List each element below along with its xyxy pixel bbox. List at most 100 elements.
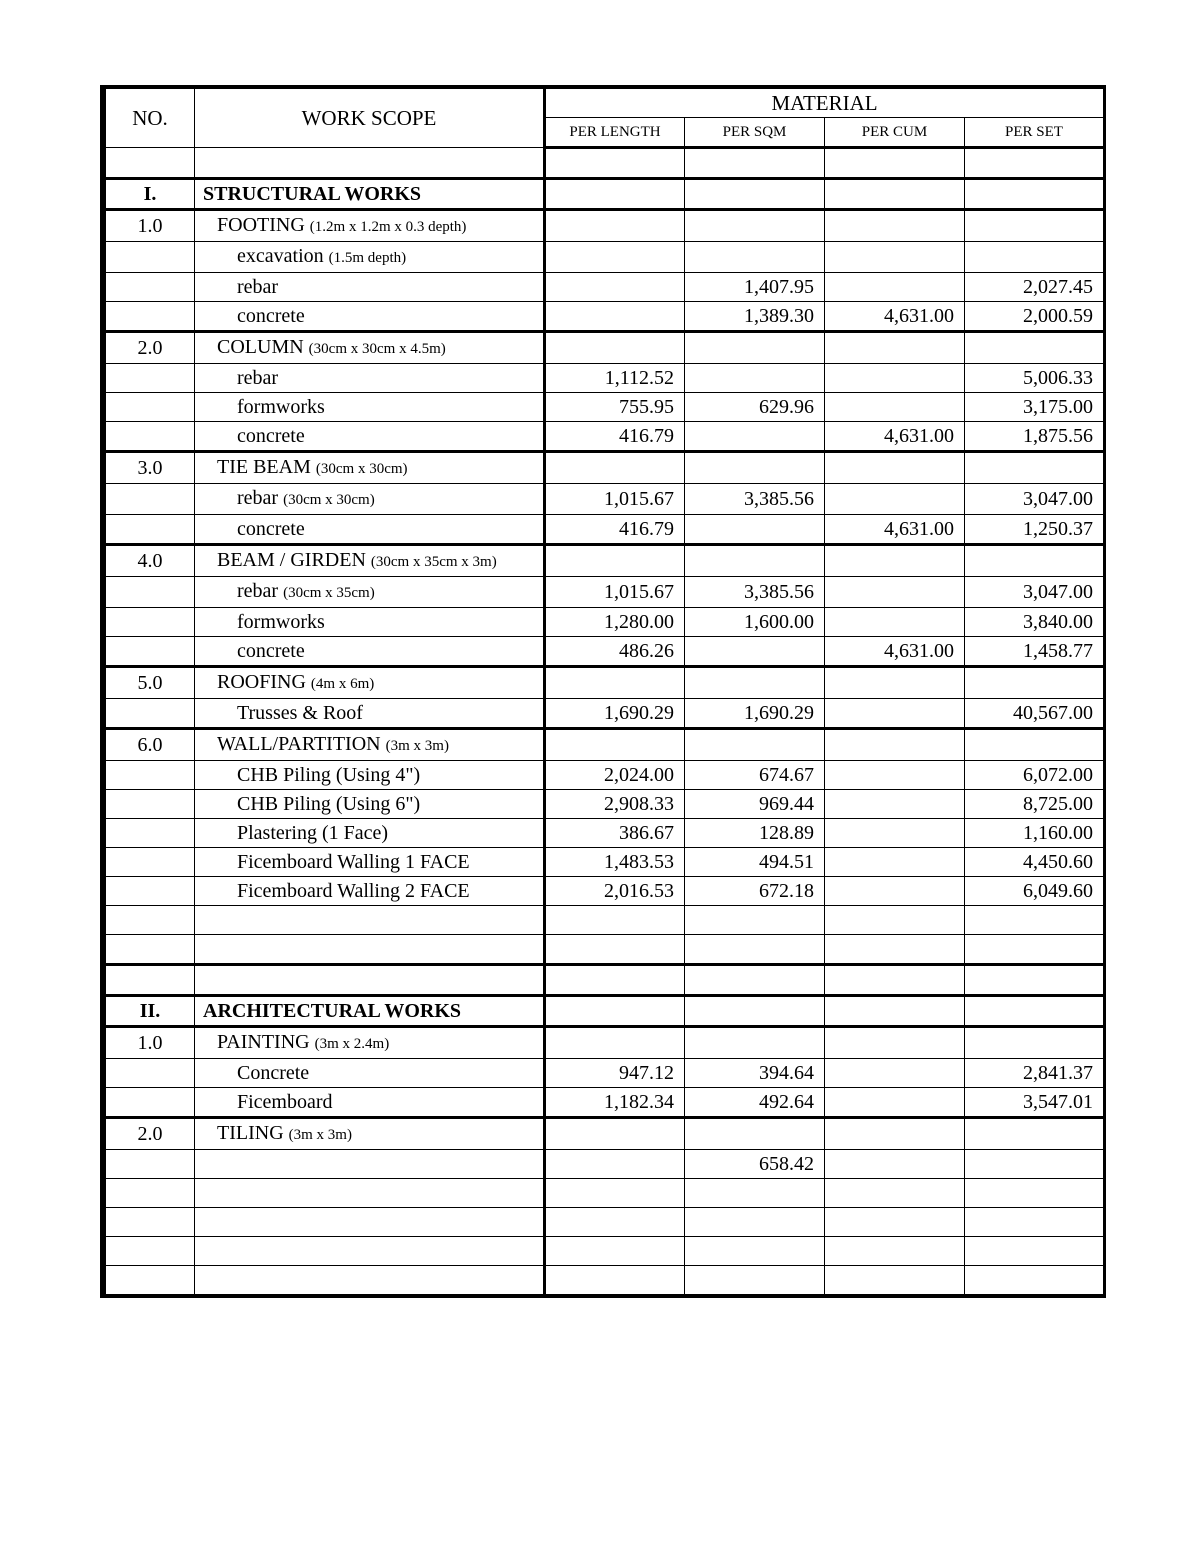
cell-per-length [545, 1266, 685, 1295]
cell-no: 5.0 [105, 667, 195, 699]
cell-scope: BEAM / GIRDEN (30cm x 35cm x 3m) [195, 545, 545, 577]
cell-scope: concrete [195, 422, 545, 452]
cell-scope: rebar (30cm x 30cm) [195, 484, 545, 515]
cell-per-set: 2,841.37 [965, 1059, 1105, 1088]
table-row: formworks755.95629.963,175.00 [105, 393, 1105, 422]
cell-per-cum [825, 1266, 965, 1295]
cell-scope: COLUMN (30cm x 30cm x 4.5m) [195, 332, 545, 364]
cell-per-length [545, 242, 685, 273]
cell-per-sqm: 1,389.30 [685, 302, 825, 332]
cell-per-cum [825, 210, 965, 242]
cell-per-set [965, 1150, 1105, 1179]
cell-per-length: 755.95 [545, 393, 685, 422]
cost-table: NO. WORK SCOPE MATERIAL PER LENGTH PER S… [103, 88, 1106, 1295]
cell-no: 4.0 [105, 545, 195, 577]
cell-per-sqm: 3,385.56 [685, 577, 825, 608]
cell-per-cum [825, 1027, 965, 1059]
table-row: 1.0PAINTING (3m x 2.4m) [105, 1027, 1105, 1059]
hdr-per-length: PER LENGTH [545, 118, 685, 148]
cell-per-length: 386.67 [545, 819, 685, 848]
cell-per-length [545, 1027, 685, 1059]
cell-scope: Ficemboard [195, 1088, 545, 1118]
table-row [105, 935, 1105, 965]
cell-per-sqm: 492.64 [685, 1088, 825, 1118]
table-row: Ficemboard1,182.34492.643,547.01 [105, 1088, 1105, 1118]
hdr-scope: WORK SCOPE [195, 89, 545, 148]
cell-per-set: 1,458.77 [965, 637, 1105, 667]
cell-per-length [545, 1150, 685, 1179]
cell-scope: PAINTING (3m x 2.4m) [195, 1027, 545, 1059]
cell-per-length: 416.79 [545, 515, 685, 545]
cell-per-length: 416.79 [545, 422, 685, 452]
cell-per-cum [825, 332, 965, 364]
cell-per-length: 2,024.00 [545, 761, 685, 790]
cell-scope: rebar (30cm x 35cm) [195, 577, 545, 608]
cell-per-cum [825, 1118, 965, 1150]
cell-per-sqm [685, 452, 825, 484]
cell-per-sqm: 1,600.00 [685, 608, 825, 637]
cell-per-length: 2,908.33 [545, 790, 685, 819]
cell-scope [195, 965, 545, 996]
cell-per-sqm [685, 667, 825, 699]
cell-scope: rebar [195, 273, 545, 302]
cell-scope: FOOTING (1.2m x 1.2m x 0.3 depth) [195, 210, 545, 242]
cell-per-length [545, 1237, 685, 1266]
cell-per-cum [825, 877, 965, 906]
cell-no: 3.0 [105, 452, 195, 484]
table-row [105, 1179, 1105, 1208]
table-row: concrete416.794,631.001,875.56 [105, 422, 1105, 452]
cell-scope: excavation (1.5m depth) [195, 242, 545, 273]
cell-scope: concrete [195, 302, 545, 332]
table-row: rebar1,112.525,006.33 [105, 364, 1105, 393]
table-row [105, 148, 1105, 179]
cell-per-length [545, 729, 685, 761]
cell-per-set: 3,047.00 [965, 484, 1105, 515]
cell-per-cum [825, 819, 965, 848]
cell-per-sqm [685, 729, 825, 761]
cell-scope: concrete [195, 637, 545, 667]
cell-per-set [965, 242, 1105, 273]
cell-per-set [965, 452, 1105, 484]
cell-per-length [545, 148, 685, 179]
cell-scope: concrete [195, 515, 545, 545]
cell-scope [195, 1208, 545, 1237]
cell-per-set [965, 1118, 1105, 1150]
cell-per-cum [825, 179, 965, 210]
cell-per-sqm: 672.18 [685, 877, 825, 906]
table-row: I.STRUCTURAL WORKS [105, 179, 1105, 210]
cell-per-set [965, 1208, 1105, 1237]
cell-scope: STRUCTURAL WORKS [195, 179, 545, 210]
cell-per-length [545, 906, 685, 935]
cell-per-set [965, 545, 1105, 577]
cell-per-sqm [685, 179, 825, 210]
cell-per-cum [825, 484, 965, 515]
table-row: rebar (30cm x 35cm)1,015.673,385.563,047… [105, 577, 1105, 608]
cell-per-length: 1,690.29 [545, 699, 685, 729]
cell-no [105, 148, 195, 179]
cell-no: II. [105, 996, 195, 1027]
cell-no [105, 877, 195, 906]
cell-per-set [965, 148, 1105, 179]
cell-per-set [965, 906, 1105, 935]
cell-per-sqm: 969.44 [685, 790, 825, 819]
table-row: Ficemboard Walling 1 FACE1,483.53494.514… [105, 848, 1105, 877]
cell-per-set: 1,250.37 [965, 515, 1105, 545]
cell-per-cum [825, 393, 965, 422]
cell-no [105, 484, 195, 515]
cell-per-sqm [685, 1237, 825, 1266]
table-row [105, 1266, 1105, 1295]
cell-per-sqm [685, 545, 825, 577]
cell-per-sqm [685, 422, 825, 452]
cell-no [105, 699, 195, 729]
cell-per-cum [825, 545, 965, 577]
cell-per-sqm: 128.89 [685, 819, 825, 848]
cell-per-cum [825, 935, 965, 965]
table-row: Trusses & Roof1,690.291,690.2940,567.00 [105, 699, 1105, 729]
cell-no [105, 790, 195, 819]
cell-per-set [965, 1179, 1105, 1208]
cell-per-length [545, 1208, 685, 1237]
cell-no [105, 819, 195, 848]
cell-no [105, 422, 195, 452]
cell-per-cum [825, 577, 965, 608]
cell-per-cum [825, 790, 965, 819]
